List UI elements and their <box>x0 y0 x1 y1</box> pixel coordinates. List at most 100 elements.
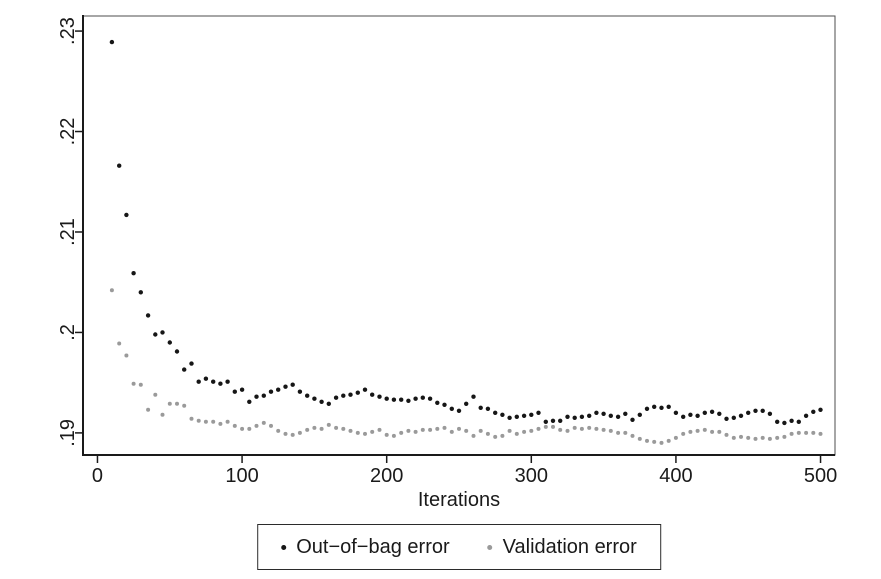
data-point-oob <box>283 384 288 389</box>
data-point-oob <box>326 401 331 406</box>
data-point-oob <box>167 340 172 345</box>
data-point-validation <box>175 401 179 406</box>
data-point-validation <box>160 412 165 417</box>
data-point-validation <box>428 427 433 432</box>
data-point-validation <box>558 427 563 432</box>
data-point-oob <box>753 408 758 413</box>
data-point-oob <box>738 413 744 418</box>
data-point-validation <box>804 430 809 435</box>
data-point-oob <box>435 400 440 405</box>
data-point-validation <box>211 419 216 424</box>
data-point-validation <box>218 421 223 426</box>
data-point-oob <box>290 382 295 387</box>
data-point-validation <box>297 430 302 435</box>
data-point-oob <box>731 415 736 420</box>
data-point-oob <box>709 409 715 414</box>
x-axis-title: Iterations <box>418 489 500 511</box>
data-point-oob <box>507 415 512 420</box>
data-point-validation <box>507 428 512 433</box>
data-point-oob <box>681 414 686 419</box>
data-point-oob <box>348 392 353 397</box>
legend-label-oob-error: Out−of−bag error <box>296 536 450 558</box>
data-point-oob <box>587 413 592 418</box>
data-point-oob <box>160 330 165 335</box>
data-point-oob <box>818 407 823 412</box>
data-point-validation <box>254 423 259 428</box>
data-point-oob <box>174 349 180 354</box>
data-point-oob <box>413 396 418 401</box>
data-point-oob <box>138 290 143 295</box>
data-point-oob <box>702 410 707 415</box>
data-point-oob <box>550 418 556 423</box>
data-point-oob <box>333 395 339 400</box>
data-point-oob <box>695 413 700 418</box>
legend-label-validation-error: Validation error <box>502 536 637 558</box>
data-point-validation <box>290 432 295 437</box>
data-point-oob <box>399 397 404 402</box>
data-point-oob <box>746 410 751 415</box>
data-point-oob <box>811 409 816 414</box>
data-point-validation <box>543 424 548 429</box>
data-point-validation <box>666 438 671 443</box>
data-point-validation <box>334 425 339 430</box>
data-point-oob <box>420 395 425 400</box>
data-point-validation <box>551 424 555 429</box>
data-point-validation <box>117 341 122 346</box>
y-tick-label: .22 <box>57 118 79 146</box>
data-point-validation <box>124 353 129 358</box>
data-point-validation <box>167 401 172 406</box>
data-point-oob <box>362 387 368 392</box>
data-point-oob <box>239 387 245 392</box>
data-point-validation <box>688 429 693 434</box>
data-point-validation <box>796 430 801 435</box>
data-point-oob <box>232 389 237 394</box>
data-point-oob <box>789 418 794 423</box>
data-point-validation <box>283 431 288 436</box>
data-point-validation <box>442 425 447 430</box>
data-point-oob <box>637 412 642 417</box>
data-point-validation <box>203 419 208 424</box>
data-point-validation <box>457 426 461 431</box>
data-point-oob <box>464 401 469 406</box>
data-point-oob <box>688 412 693 417</box>
data-point-oob <box>782 420 787 426</box>
data-point-validation <box>464 428 469 433</box>
data-point-validation <box>652 439 657 444</box>
data-point-oob <box>659 405 664 410</box>
data-point-validation <box>818 431 823 436</box>
data-point-oob <box>644 406 650 411</box>
data-point-validation <box>131 381 136 386</box>
data-point-validation <box>760 435 765 440</box>
data-point-oob <box>261 393 266 398</box>
data-point-validation <box>276 428 281 433</box>
data-point-validation <box>767 436 772 441</box>
data-point-oob <box>384 396 389 401</box>
data-point-validation <box>305 427 310 432</box>
data-point-oob <box>558 418 563 423</box>
data-point-oob <box>572 415 577 420</box>
data-point-oob <box>760 408 765 413</box>
data-point-oob <box>124 212 129 218</box>
data-point-oob <box>391 397 397 402</box>
data-point-oob <box>370 392 375 397</box>
data-point-oob <box>131 271 136 276</box>
data-point-validation <box>413 429 418 434</box>
data-point-validation <box>269 423 273 428</box>
data-point-oob <box>775 419 780 424</box>
data-point-oob <box>767 411 773 416</box>
data-point-validation <box>153 392 158 397</box>
data-point-oob <box>536 410 541 415</box>
data-point-validation <box>724 432 729 437</box>
data-point-validation <box>348 428 353 433</box>
y-tick-label: .2 <box>57 324 79 341</box>
data-point-oob <box>796 419 801 424</box>
data-point-oob <box>153 332 158 337</box>
data-point-oob <box>254 394 259 399</box>
data-point-oob <box>724 416 729 421</box>
data-point-validation <box>775 435 780 440</box>
data-point-validation <box>449 429 454 434</box>
data-point-oob <box>203 376 209 381</box>
x-tick-label: 200 <box>370 465 403 487</box>
data-point-validation <box>623 430 628 435</box>
